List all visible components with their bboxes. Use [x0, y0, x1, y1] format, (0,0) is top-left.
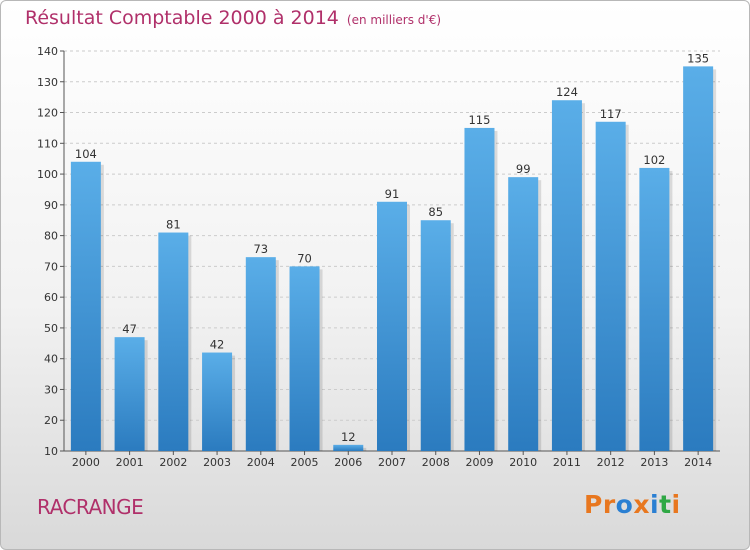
bar-value-label: 104 — [75, 147, 97, 161]
bar-value-label: 70 — [297, 251, 312, 265]
bar-value-label: 42 — [210, 338, 225, 352]
y-tick-label: 110 — [37, 137, 58, 150]
bar — [377, 201, 407, 451]
x-tick-label: 2013 — [640, 456, 668, 469]
logo-letter: P — [584, 490, 603, 519]
logo-letter: r — [602, 490, 616, 519]
bar — [158, 232, 189, 451]
bar — [683, 66, 714, 451]
x-tick-label: 2012 — [597, 456, 625, 469]
logo-letter: x — [633, 490, 650, 519]
x-tick-label: 2005 — [291, 456, 319, 469]
y-tick-label: 70 — [44, 260, 58, 273]
bar — [595, 121, 626, 452]
bar — [333, 444, 364, 451]
x-tick-label: 2009 — [465, 456, 493, 469]
logo-letter: o — [615, 490, 634, 519]
y-tick-label: 40 — [44, 353, 58, 366]
chart-title: Résultat Comptable 2000 à 2014 — [25, 7, 339, 29]
bar — [114, 337, 145, 451]
proxiti-logo[interactable]: Proxiti — [584, 490, 681, 519]
bar-value-label: 124 — [556, 85, 578, 99]
y-tick-label: 80 — [44, 230, 58, 243]
y-tick-label: 20 — [44, 414, 58, 427]
bar-value-label: 47 — [122, 322, 137, 336]
logo-letter: t — [659, 490, 672, 519]
bar — [289, 266, 320, 451]
x-tick-label: 2010 — [509, 456, 537, 469]
x-tick-label: 2002 — [159, 456, 187, 469]
y-tick-label: 140 — [37, 45, 58, 58]
x-tick-label: 2007 — [378, 456, 406, 469]
bar-value-label: 102 — [643, 153, 665, 167]
logo-letter: i — [650, 490, 660, 519]
bar-value-label: 85 — [428, 205, 443, 219]
bar-value-label: 73 — [253, 242, 268, 256]
y-tick-label: 100 — [37, 168, 58, 181]
bar — [551, 100, 582, 451]
bar-value-label: 91 — [385, 187, 400, 201]
y-tick-label: 60 — [44, 291, 58, 304]
x-tick-label: 2014 — [684, 456, 712, 469]
bar — [639, 167, 670, 451]
chart-subtitle: (en milliers d'€) — [346, 13, 442, 27]
bar — [420, 220, 451, 451]
bar-value-label: 115 — [468, 113, 490, 127]
y-tick-label: 90 — [44, 199, 58, 212]
bar-value-label: 117 — [600, 107, 622, 121]
y-tick-label: 50 — [44, 322, 58, 335]
y-tick-label: 120 — [37, 107, 58, 120]
bar — [508, 177, 539, 451]
bar-value-label: 81 — [166, 218, 181, 232]
x-tick-label: 2011 — [553, 456, 581, 469]
bars — [70, 66, 717, 452]
x-tick-label: 2000 — [72, 456, 100, 469]
logo-letter: i — [671, 490, 681, 519]
y-tick-label: 10 — [44, 445, 58, 458]
x-tick-label: 2004 — [247, 456, 275, 469]
y-tick-label: 30 — [44, 383, 58, 396]
commune-name: RACRANGE — [37, 495, 144, 519]
bar — [464, 127, 495, 451]
labels: 10 20 30 40 50 60 70 80 90 100 110 120 130 140 104 2000… — [37, 45, 712, 469]
bar-value-label: 99 — [516, 162, 531, 176]
bar-value-label: 135 — [687, 51, 709, 65]
y-tick-label: 130 — [37, 76, 58, 89]
chart-title-block: Résultat Comptable 2000 à 2014 (en millie… — [25, 7, 441, 29]
bar — [202, 352, 233, 451]
x-tick-label: 2008 — [422, 456, 450, 469]
x-tick-label: 2001 — [116, 456, 144, 469]
bar-value-label: 12 — [341, 430, 356, 444]
bar — [70, 161, 101, 451]
x-tick-label: 2003 — [203, 456, 231, 469]
bar — [245, 257, 276, 451]
x-tick-label: 2006 — [334, 456, 362, 469]
